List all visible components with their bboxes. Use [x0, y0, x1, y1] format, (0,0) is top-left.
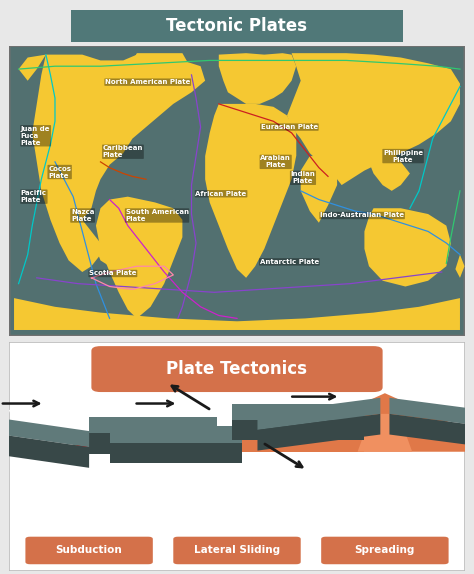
Polygon shape — [390, 414, 474, 451]
Polygon shape — [257, 414, 380, 451]
Polygon shape — [357, 414, 412, 452]
FancyBboxPatch shape — [45, 8, 429, 44]
Polygon shape — [219, 53, 296, 104]
Polygon shape — [369, 150, 410, 191]
Polygon shape — [456, 255, 465, 278]
Text: Indo-Australian Plate: Indo-Australian Plate — [320, 212, 404, 219]
Polygon shape — [287, 53, 460, 185]
Text: Eurasian Plate: Eurasian Plate — [261, 124, 318, 130]
Polygon shape — [62, 440, 117, 452]
Text: North American Plate: North American Plate — [105, 79, 191, 85]
Polygon shape — [0, 429, 89, 468]
Polygon shape — [232, 404, 365, 420]
Text: Nazca
Plate: Nazca Plate — [71, 209, 94, 222]
Polygon shape — [365, 208, 451, 286]
FancyBboxPatch shape — [321, 537, 448, 564]
Text: Juan de
Fuca
Plate: Juan de Fuca Plate — [21, 126, 50, 146]
Polygon shape — [257, 393, 474, 452]
Text: African Plate: African Plate — [195, 191, 246, 197]
Polygon shape — [205, 104, 296, 278]
Polygon shape — [128, 53, 191, 84]
FancyBboxPatch shape — [9, 46, 465, 336]
Text: Subduction: Subduction — [56, 545, 122, 556]
Polygon shape — [301, 156, 337, 223]
Polygon shape — [257, 398, 380, 430]
Text: Tectonic Plates: Tectonic Plates — [166, 17, 308, 35]
Polygon shape — [96, 243, 109, 266]
Text: Arabian
Plate: Arabian Plate — [260, 156, 291, 168]
Polygon shape — [405, 121, 424, 145]
Polygon shape — [0, 449, 217, 452]
Polygon shape — [32, 55, 205, 272]
Text: Pacific
Plate: Pacific Plate — [21, 190, 47, 203]
Text: Indian
Plate: Indian Plate — [291, 171, 315, 184]
Polygon shape — [0, 413, 89, 447]
Text: Philippine
Plate: Philippine Plate — [383, 150, 423, 162]
Polygon shape — [89, 433, 217, 454]
FancyBboxPatch shape — [26, 537, 153, 564]
Polygon shape — [71, 438, 107, 452]
Polygon shape — [14, 298, 460, 330]
Polygon shape — [109, 443, 242, 463]
Text: Lateral Sliding: Lateral Sliding — [194, 545, 280, 556]
Text: Scotia Plate: Scotia Plate — [89, 270, 137, 277]
Polygon shape — [109, 452, 242, 463]
Text: Antarctic Plate: Antarctic Plate — [260, 259, 319, 265]
Text: Caribbean
Plate: Caribbean Plate — [103, 145, 143, 158]
Polygon shape — [232, 440, 365, 452]
FancyBboxPatch shape — [173, 537, 301, 564]
Polygon shape — [264, 127, 296, 176]
Text: Plate Tectonics: Plate Tectonics — [166, 360, 308, 378]
Text: South American
Plate: South American Plate — [126, 209, 189, 222]
Polygon shape — [89, 417, 217, 433]
FancyBboxPatch shape — [91, 346, 383, 392]
Text: Cocos
Plate: Cocos Plate — [48, 165, 71, 179]
Text: Spreading: Spreading — [355, 545, 415, 556]
Polygon shape — [96, 197, 182, 319]
FancyBboxPatch shape — [9, 342, 465, 571]
Polygon shape — [232, 420, 365, 440]
Polygon shape — [109, 426, 242, 443]
Polygon shape — [18, 55, 46, 81]
Polygon shape — [390, 398, 474, 430]
